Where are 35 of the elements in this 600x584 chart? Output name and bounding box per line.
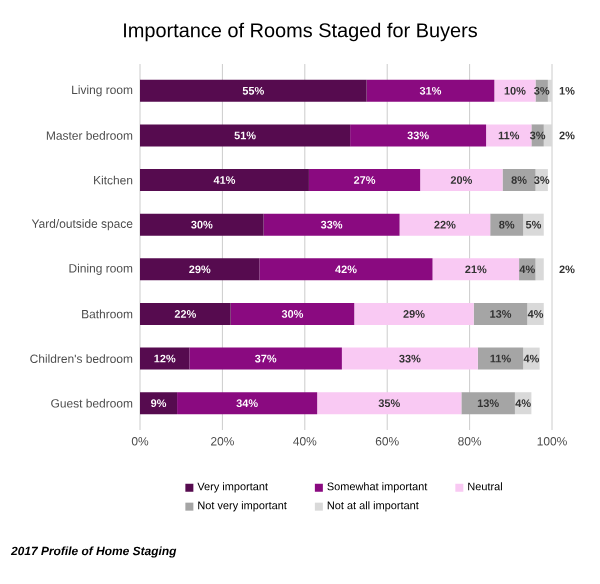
bar <box>140 124 351 147</box>
bar <box>354 302 474 325</box>
bar <box>317 392 462 415</box>
bar <box>543 124 553 147</box>
bar <box>490 213 524 236</box>
bar <box>432 258 520 281</box>
bar <box>477 347 524 370</box>
bar <box>461 392 515 415</box>
bar <box>366 79 495 102</box>
bar <box>502 169 536 192</box>
bar <box>140 79 367 102</box>
bar <box>259 258 433 281</box>
bar <box>523 213 544 236</box>
bar <box>140 392 178 415</box>
bar <box>140 169 309 192</box>
bar <box>341 347 478 370</box>
bar <box>230 302 355 325</box>
bar <box>308 169 421 192</box>
bar <box>473 302 528 325</box>
bar <box>263 213 400 236</box>
bar <box>486 124 532 147</box>
bar <box>547 79 553 102</box>
bar <box>535 258 544 281</box>
bar <box>140 258 260 281</box>
bar <box>140 302 231 325</box>
bar <box>177 392 318 415</box>
bar <box>420 169 503 192</box>
bar <box>494 79 536 102</box>
bar <box>350 124 487 147</box>
bar <box>519 258 536 281</box>
chart-title: Importance of Rooms Staged for Buyers <box>124 22 477 42</box>
bar <box>140 213 264 236</box>
bar <box>189 347 342 370</box>
bar <box>399 213 491 236</box>
bar <box>140 347 190 370</box>
